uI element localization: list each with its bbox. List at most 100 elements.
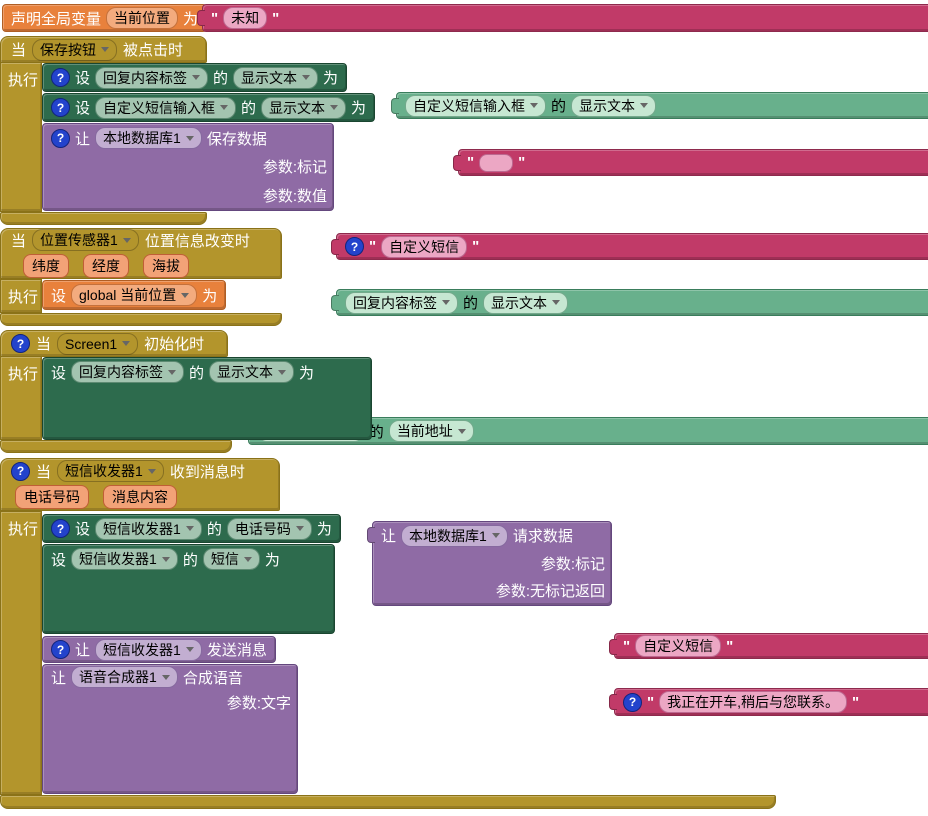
to-label: 为 [264, 551, 280, 569]
component-dropdown-pill[interactable]: 自定义短信输入框 [95, 96, 237, 119]
method-call-block-speak[interactable]: 让 语音合成器1 合成语音 参数:文字 [42, 664, 298, 794]
of-label: 的 [241, 100, 257, 117]
event-spine: 执行 [0, 279, 42, 313]
set-property-block-clear-input[interactable]: ? 设 自定义短信输入框 的 显示文本 为 [42, 93, 376, 122]
component-dropdown-pill[interactable]: 保存按钮 [32, 38, 118, 61]
arg-tag-label: 参数:标记 [540, 555, 605, 573]
let-label: 让 [75, 130, 91, 148]
method-call-block-save-data[interactable]: ? 让 本地数据库1 保存数据 参数:标记 参数:数值 [42, 123, 334, 211]
arg-tag-label: 参数:标记 [262, 159, 327, 176]
set-property-block-reply-label[interactable]: 设 回复内容标签 的 显示文本 为 [42, 357, 372, 440]
open-quote: " [467, 154, 475, 171]
do-label: 执行 [8, 521, 39, 538]
set-property-block-message[interactable]: 设 短信收发器1 的 短信 为 [42, 544, 335, 634]
when-label: 当 [11, 42, 27, 59]
event-block-screen-init-header[interactable]: ? 当 Screen1 初始化时 [0, 330, 228, 357]
param-pill-longitude[interactable]: 经度 [83, 254, 129, 278]
property-dropdown-pill[interactable]: 显示文本 [209, 361, 295, 383]
text-block-default-reply[interactable]: ? " 我正在开车,稍后与您联系。 " [609, 688, 928, 716]
component-dropdown-pill[interactable]: 自定义短信输入框 [405, 94, 546, 117]
help-icon[interactable]: ? [11, 334, 30, 353]
help-icon[interactable]: ? [623, 692, 642, 712]
variable-name-pill[interactable]: 当前位置 [106, 7, 179, 29]
method-call-block-send-message[interactable]: ? 让 短信收发器1 发送消息 [42, 636, 276, 663]
property-dropdown-pill[interactable]: 显示文本 [571, 94, 657, 117]
help-icon[interactable]: ? [345, 237, 364, 256]
set-label: 设 [51, 287, 67, 305]
component-dropdown-pill[interactable]: 短信收发器1 [95, 517, 202, 540]
to-label: 为 [351, 100, 367, 117]
to-label: 为 [323, 70, 339, 87]
help-icon[interactable]: ? [51, 68, 70, 87]
let-label: 让 [381, 528, 397, 545]
arg-notfound-label: 参数:无标记返回 [495, 583, 605, 601]
property-dropdown-pill[interactable]: 显示文本 [483, 291, 569, 314]
component-dropdown-pill[interactable]: Screen1 [57, 332, 139, 355]
property-dropdown-pill[interactable]: 显示文本 [233, 66, 319, 89]
event-block-save-button-header[interactable]: 当 保存按钮 被点击时 [0, 36, 207, 63]
when-label: 当 [36, 336, 52, 353]
component-getter-block[interactable]: 回复内容标签 的 显示文本 [331, 289, 928, 316]
param-pill-message-content[interactable]: 消息内容 [103, 485, 177, 509]
variable-dropdown-pill[interactable]: global 当前位置 [71, 284, 198, 306]
component-dropdown-pill[interactable]: 短信收发器1 [57, 460, 164, 482]
component-dropdown-pill[interactable]: 回复内容标签 [345, 291, 458, 314]
text-block-empty[interactable]: " " [453, 149, 928, 176]
text-value-pill[interactable]: 自定义短信 [381, 235, 468, 258]
open-quote: " [369, 238, 377, 255]
help-icon[interactable]: ? [51, 98, 70, 117]
close-quote: " [726, 637, 734, 655]
text-block-tag[interactable]: " 自定义短信 " [609, 633, 928, 659]
text-value-pill[interactable]: 我正在开车,稍后与您联系。 [659, 691, 848, 713]
event-block-location-sensor-header[interactable]: 当 位置传感器1 位置信息改变时 纬度 经度 海拔 [0, 228, 282, 279]
component-dropdown-pill[interactable]: 回复内容标签 [71, 361, 185, 383]
text-value-pill[interactable]: 自定义短信 [635, 635, 722, 657]
property-dropdown-pill[interactable]: 短信 [202, 548, 260, 570]
method-call-block-get-data[interactable]: 让 本地数据库1 请求数据 参数:标记 参数:无标记返回 [367, 521, 612, 606]
text-value-pill[interactable] [479, 153, 514, 172]
to-label: 为 [299, 364, 315, 382]
method-name-label: 发送消息 [206, 642, 267, 659]
of-label: 的 [182, 551, 198, 569]
of-label: 的 [206, 521, 222, 538]
component-dropdown-pill[interactable]: 短信收发器1 [71, 548, 178, 570]
set-property-block-phone[interactable]: ? 设 短信收发器1 的 电话号码 为 [42, 514, 341, 543]
property-dropdown-pill[interactable]: 电话号码 [226, 517, 312, 540]
text-block-tag[interactable]: ? " 自定义短信 " [331, 233, 928, 260]
component-dropdown-pill[interactable]: 短信收发器1 [95, 638, 202, 661]
close-quote: " [472, 238, 480, 255]
do-label: 执行 [8, 366, 39, 383]
of-label: 的 [551, 98, 567, 115]
set-property-block-reply-label[interactable]: ? 设 回复内容标签 的 显示文本 为 [42, 63, 348, 92]
when-label: 当 [36, 463, 52, 481]
property-dropdown-pill[interactable]: 显示文本 [261, 96, 347, 119]
component-dropdown-pill[interactable]: 本地数据库1 [401, 524, 508, 547]
help-icon[interactable]: ? [11, 461, 30, 481]
set-label: 设 [51, 551, 67, 569]
event-footer [0, 795, 776, 809]
text-block-unknown[interactable]: " 未知 " [197, 4, 928, 32]
set-label: 设 [75, 70, 91, 87]
component-dropdown-pill[interactable]: 位置传感器1 [32, 229, 139, 251]
param-pill-phone-number[interactable]: 电话号码 [15, 485, 89, 509]
close-quote: " [852, 693, 860, 711]
component-getter-block[interactable]: 自定义短信输入框 的 显示文本 [391, 92, 928, 119]
property-dropdown-pill[interactable]: 当前地址 [388, 420, 474, 442]
help-icon[interactable]: ? [51, 128, 70, 148]
param-pill-latitude[interactable]: 纬度 [23, 254, 69, 278]
event-block-sms-received-header[interactable]: ? 当 短信收发器1 收到消息时 电话号码 消息内容 [0, 458, 280, 511]
component-dropdown-pill[interactable]: 回复内容标签 [95, 66, 209, 89]
param-pill-altitude[interactable]: 海拔 [143, 254, 189, 278]
help-icon[interactable]: ? [51, 640, 70, 659]
text-value-pill[interactable]: 未知 [223, 7, 268, 29]
set-variable-block[interactable]: 设 global 当前位置 为 [42, 280, 227, 310]
component-dropdown-pill[interactable]: 本地数据库1 [95, 127, 202, 149]
to-label: 为 [202, 287, 218, 305]
global-declaration-block[interactable]: 声明全局变量 当前位置 为 [2, 4, 208, 32]
of-label: 的 [213, 70, 229, 87]
arg-text-label: 参数:文字 [226, 694, 291, 712]
event-name-label: 收到消息时 [169, 463, 245, 481]
help-icon[interactable]: ? [51, 519, 70, 538]
component-dropdown-pill[interactable]: 语音合成器1 [71, 666, 178, 688]
